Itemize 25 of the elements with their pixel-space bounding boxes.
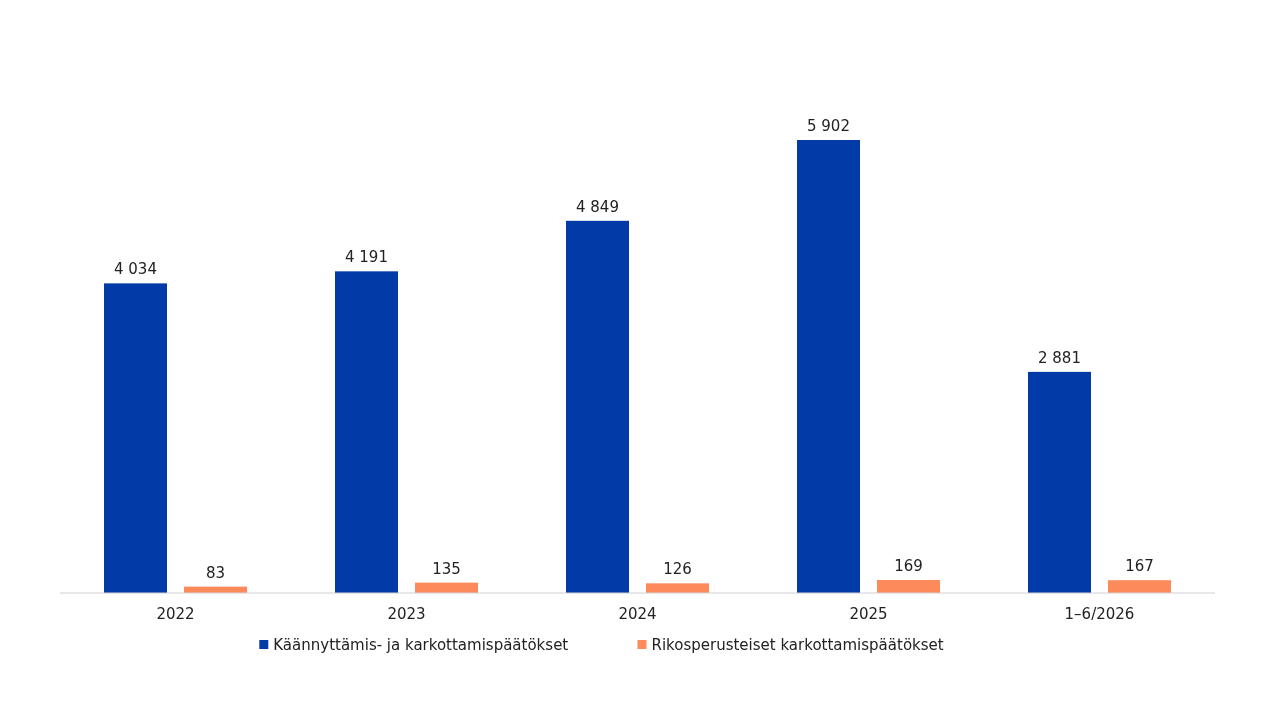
data-label: 126	[663, 560, 692, 579]
bar	[797, 140, 860, 593]
legend-label: Rikosperusteiset karkottamispäätökset	[651, 636, 944, 654]
x-tick-label: 2023	[387, 605, 426, 623]
x-tick-label: 2025	[849, 605, 888, 623]
data-label: 83	[205, 563, 226, 582]
data-label: 135	[432, 559, 461, 578]
data-label: 167	[1125, 557, 1154, 576]
data-label: 169	[894, 557, 923, 576]
data-label: 4 191	[345, 248, 388, 267]
bar	[877, 580, 940, 593]
x-tick-label: 1–6/2026	[1064, 605, 1135, 623]
x-tick-label: 2022	[156, 605, 195, 623]
data-label: 4 034	[114, 260, 157, 279]
data-label: 4 849	[576, 197, 619, 216]
x-tick-label: 2024	[618, 605, 657, 623]
bar	[1108, 580, 1171, 593]
bar	[104, 283, 167, 593]
data-label: 2 881	[1038, 348, 1081, 367]
bar	[335, 271, 398, 593]
bar	[1028, 371, 1091, 593]
legend-label: Käännyttämis- ja karkottamispäätökset	[273, 636, 569, 654]
bar	[646, 583, 709, 593]
data-label: 5 902	[807, 117, 850, 135]
bar	[566, 220, 629, 593]
